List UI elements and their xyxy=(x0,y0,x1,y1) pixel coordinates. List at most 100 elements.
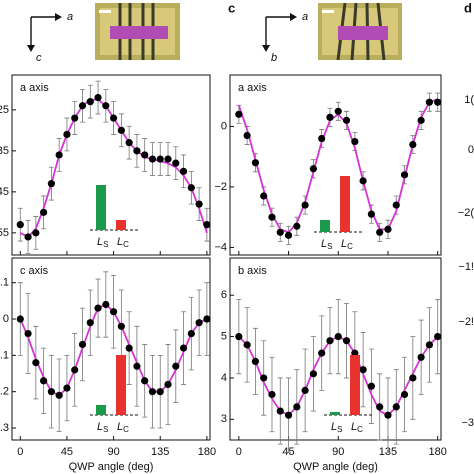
inset-bar xyxy=(330,412,340,415)
data-point xyxy=(367,210,376,218)
data-point xyxy=(243,341,251,349)
data-point xyxy=(86,98,94,106)
data-point xyxy=(63,384,71,392)
cropped-tick-label: 0 xyxy=(468,144,474,156)
x-axis-title: QWP angle (deg) xyxy=(293,461,378,473)
data-point xyxy=(268,213,276,221)
axis-label: b axis xyxy=(238,265,267,277)
data-point xyxy=(148,388,157,396)
scale-bar xyxy=(99,10,111,13)
data-point xyxy=(417,353,425,361)
data-point xyxy=(141,151,149,159)
inset-label: LS xyxy=(97,236,108,249)
inset-label-sub: S xyxy=(103,240,108,249)
data-point xyxy=(63,130,71,139)
data-point xyxy=(400,390,409,399)
data-point xyxy=(148,155,157,163)
x-tick-label: 135 xyxy=(151,446,169,458)
inset-bar xyxy=(320,220,330,232)
data-point xyxy=(187,184,195,192)
data-point xyxy=(409,140,417,149)
data-point xyxy=(434,98,442,106)
cropped-tick-label: −3 xyxy=(461,417,474,429)
inset-bar xyxy=(350,355,360,415)
data-point xyxy=(179,167,188,175)
data-point xyxy=(284,411,293,419)
data-point xyxy=(276,228,284,236)
data-point xyxy=(133,362,141,370)
data-point xyxy=(125,139,133,147)
data-point xyxy=(417,116,425,124)
x-tick-label: 90 xyxy=(332,446,344,458)
data-point xyxy=(376,403,384,411)
inset-label-main: L xyxy=(321,238,327,250)
x-tick-label: 180 xyxy=(429,446,447,458)
y-tick-label: .3 xyxy=(0,422,9,434)
data-point xyxy=(55,391,63,399)
data-point xyxy=(334,107,342,115)
data-point xyxy=(102,300,110,309)
data-point xyxy=(367,382,376,390)
data-point xyxy=(409,374,417,382)
data-point xyxy=(195,319,203,327)
inset-bar xyxy=(116,355,126,415)
data-point xyxy=(47,388,55,396)
inset-label-main: L xyxy=(351,421,357,433)
data-point xyxy=(78,102,87,110)
data-point xyxy=(376,228,384,236)
micrograph-middle xyxy=(318,2,402,61)
data-point xyxy=(326,113,334,121)
data-point xyxy=(351,137,359,146)
data-point xyxy=(141,377,149,385)
cropped-tick-label: −1! xyxy=(458,261,474,273)
data-point xyxy=(243,131,251,140)
data-point xyxy=(276,407,284,415)
data-point xyxy=(384,225,392,233)
data-point xyxy=(109,308,118,316)
y-tick-label: 3 xyxy=(221,413,227,425)
plot-frame xyxy=(229,257,442,441)
data-point xyxy=(195,200,203,208)
data-point xyxy=(24,233,32,241)
inset-label-sub: C xyxy=(123,240,129,249)
y-tick-label: .1 xyxy=(0,349,9,361)
data-point xyxy=(260,192,268,200)
orientation-label: a xyxy=(67,11,73,23)
orientation-label: a xyxy=(302,11,308,23)
plot-frame xyxy=(229,74,442,256)
data-point xyxy=(102,102,110,110)
data-point xyxy=(55,151,63,159)
y-tick-label: 25 xyxy=(0,104,9,116)
x-tick-label: 90 xyxy=(107,446,119,458)
plot-frame xyxy=(11,257,211,441)
orientation-label: c xyxy=(36,52,42,64)
data-point xyxy=(172,362,180,370)
inset-label-sub: C xyxy=(347,242,353,251)
cropped-tick-label: −2! xyxy=(458,316,474,328)
data-point xyxy=(179,344,188,352)
y-tick-label: −4 xyxy=(214,241,227,253)
data-point xyxy=(164,155,172,163)
y-tick-label: 45 xyxy=(0,186,9,198)
data-point xyxy=(400,171,409,179)
inset-bar xyxy=(96,405,106,415)
y-tick-label: 6 xyxy=(221,289,227,301)
axis-label: a axis xyxy=(238,82,267,94)
inset-label: LC xyxy=(351,421,363,434)
data-point xyxy=(47,180,55,188)
data-point xyxy=(32,229,40,237)
data-point xyxy=(16,315,24,323)
data-point xyxy=(434,332,442,341)
y-tick-label: −2 xyxy=(214,181,227,193)
data-point xyxy=(94,304,102,312)
orientation-arrows xyxy=(30,16,293,48)
inset-bar xyxy=(340,176,350,232)
y-tick-label: .1 xyxy=(0,277,9,289)
y-tick-label: 0 xyxy=(3,313,9,325)
data-point xyxy=(425,341,434,349)
panel-label: d xyxy=(464,0,472,15)
inset-label-sub: S xyxy=(327,242,332,251)
panel-label: c xyxy=(228,0,235,15)
